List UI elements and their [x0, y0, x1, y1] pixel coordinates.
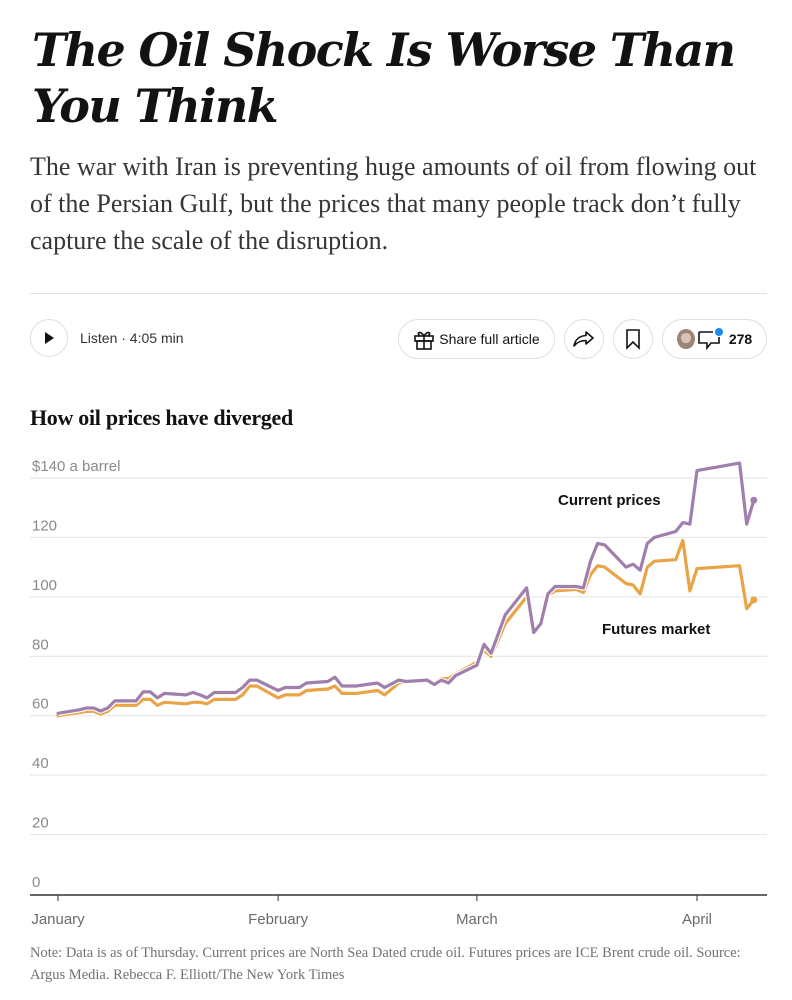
x-tick-label: February — [248, 911, 309, 928]
gift-icon — [414, 331, 435, 350]
chart-note: Note: Data is as of Thursday. Current pr… — [30, 945, 741, 983]
label-current-prices: Current prices — [558, 492, 661, 509]
y-tick-label: 0 — [32, 874, 40, 891]
headline: The Oil Shock Is Worse Than You Think — [32, 23, 736, 133]
comment-count: 278 — [728, 331, 753, 347]
x-tick-label: April — [682, 911, 712, 928]
y-tick-label: $140 a barrel — [32, 458, 120, 475]
author-avatar — [676, 329, 695, 349]
label-futures-market: Futures market — [602, 621, 710, 638]
comment-icon — [698, 328, 723, 351]
listen-label: Listen · 4:05 min — [80, 330, 184, 346]
series-endpoint — [750, 596, 758, 604]
bookmark-icon — [626, 329, 640, 350]
listen-button[interactable]: Listen · 4:05 min — [30, 319, 184, 357]
article-summary: The war with Iran is preventing huge amo… — [30, 152, 757, 255]
share-arrow-icon — [573, 331, 594, 347]
x-tick-label: January — [31, 911, 85, 928]
y-tick-label: 80 — [32, 636, 49, 653]
series-endpoint — [750, 496, 758, 504]
share-button[interactable] — [564, 319, 604, 359]
new-comments-dot — [714, 328, 723, 336]
share-label: Share full article — [439, 331, 540, 347]
y-tick-label: 20 — [32, 815, 49, 832]
play-button[interactable] — [30, 319, 68, 357]
play-icon — [45, 332, 54, 344]
y-tick-label: 40 — [32, 755, 49, 772]
bookmark-button[interactable] — [613, 319, 653, 359]
series-line-current-prices — [56, 461, 756, 715]
chart-title: How oil prices have diverged — [30, 405, 293, 430]
x-tick-label: March — [456, 911, 498, 928]
y-tick-label: 100 — [32, 577, 57, 594]
share-full-article-button[interactable]: Share full article — [398, 319, 555, 359]
divider — [30, 293, 767, 294]
oil-price-chart: $140 a barrel 120 100 80 60 40 20 0 January Febr… — [30, 458, 767, 928]
comments-button[interactable]: 278 — [662, 319, 767, 359]
y-tick-label: 60 — [32, 696, 49, 713]
y-tick-label: 120 — [32, 517, 57, 534]
